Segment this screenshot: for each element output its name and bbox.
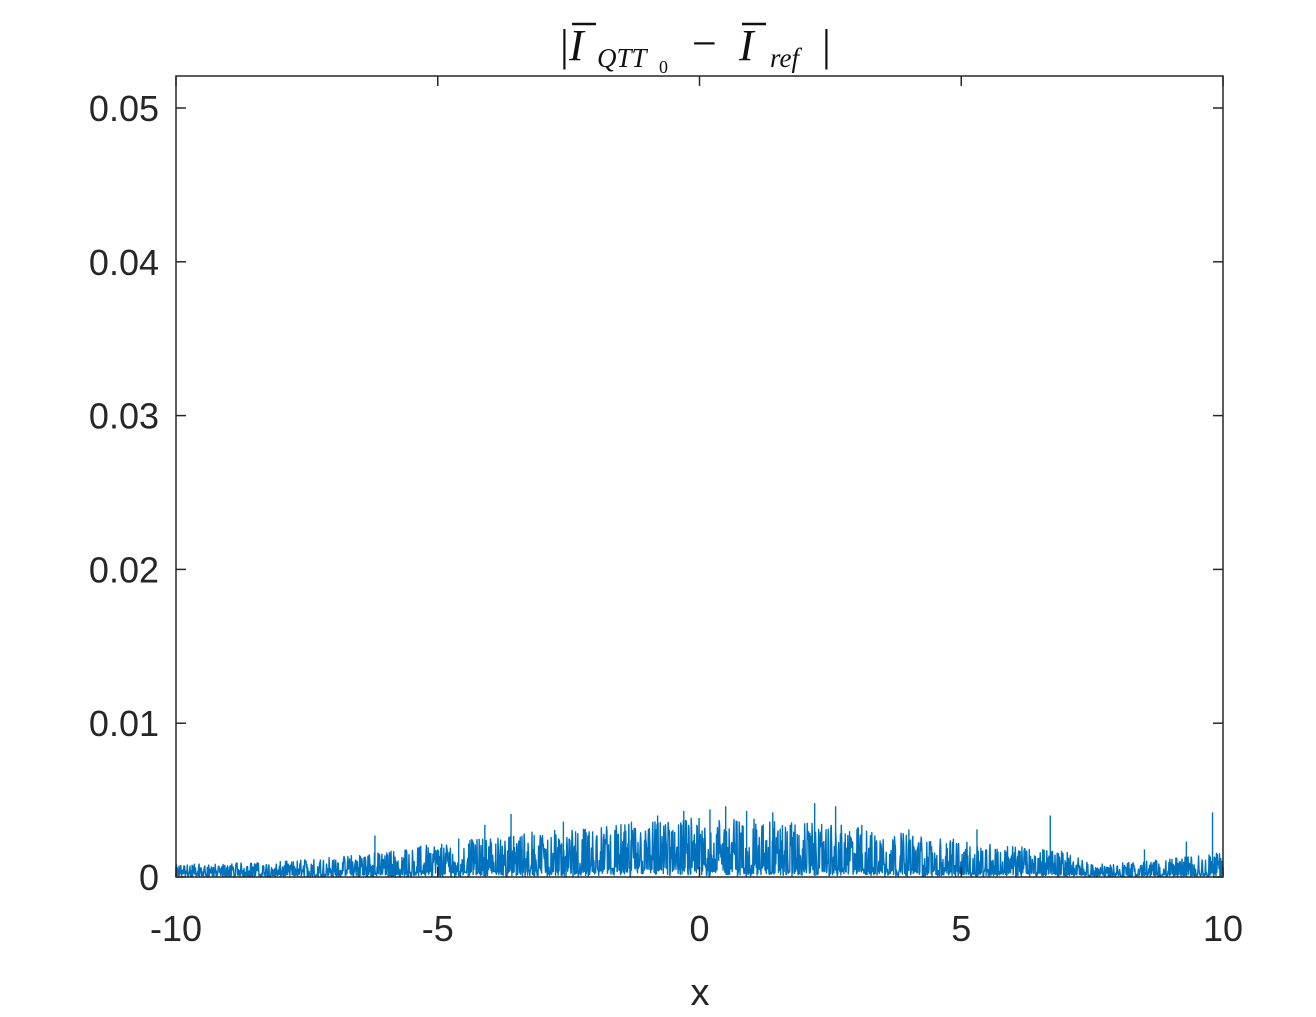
x-tick-label: 5 — [951, 908, 971, 949]
x-tick-label: -10 — [150, 908, 202, 949]
title-close-bar: | — [822, 21, 831, 70]
tick-marks — [175, 76, 1224, 878]
title-term2-subscript: ref — [770, 43, 802, 73]
y-tick-labels: 0 0.01 0.02 0.03 0.04 0.05 — [89, 88, 159, 898]
title-operator: − — [692, 19, 717, 68]
x-tick-label: -5 — [422, 908, 454, 949]
x-tick-label: 10 — [1203, 908, 1243, 949]
y-tick-label: 0.02 — [89, 549, 159, 590]
x-tick-label: 0 — [689, 908, 709, 949]
plot-area — [176, 76, 1223, 877]
y-tick-label: 0.05 — [89, 88, 159, 129]
chart-title: | I QTT 0 − I ref | — [560, 19, 831, 77]
title-term1-subsubscript: 0 — [659, 57, 668, 77]
title-open-bar: | — [560, 21, 569, 70]
y-tick-label: 0 — [139, 857, 159, 898]
title-term2-symbol: I — [738, 21, 756, 70]
y-tick-label: 0.04 — [89, 242, 159, 283]
x-axis-label: x — [691, 972, 710, 1014]
title-term1-subscript: QTT — [597, 43, 649, 73]
x-tick-labels: -10 -5 0 5 10 — [150, 908, 1243, 949]
title-term1-symbol: I — [568, 21, 586, 70]
y-tick-label: 0.03 — [89, 396, 159, 437]
y-tick-label: 0.01 — [89, 703, 159, 744]
